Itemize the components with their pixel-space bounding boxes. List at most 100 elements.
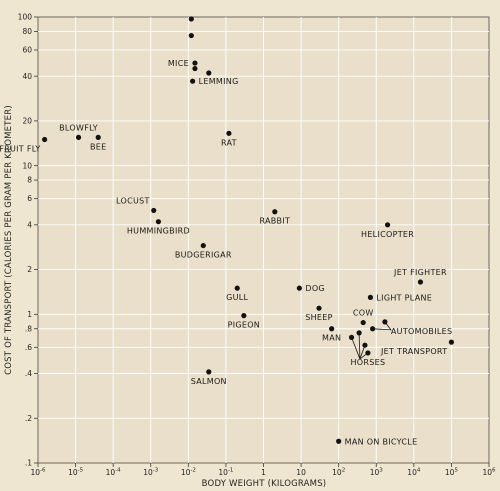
data-point — [365, 350, 371, 356]
data-point — [192, 65, 198, 72]
data-point — [42, 136, 48, 143]
data-point — [206, 70, 212, 76]
x-tick-label: 10-4 — [106, 468, 122, 478]
x-tick-base: 10 — [30, 468, 40, 477]
y-tick-label: 40 — [22, 72, 32, 81]
point-label: COW — [353, 309, 374, 318]
point-label: LEMMING — [199, 77, 239, 86]
x-tick-exponent: 6 — [492, 468, 496, 474]
point-label: MAN — [322, 334, 341, 343]
x-tick-base: 10 — [181, 468, 191, 477]
x-tick-label: 10-2 — [181, 468, 196, 478]
leader-line — [372, 321, 392, 331]
x-tick-label: 10-1 — [218, 468, 233, 478]
x-tick-label: 10-6 — [30, 468, 46, 478]
y-tick-label: 1 — [27, 310, 32, 319]
data-point — [448, 339, 455, 345]
x-tick-base: 10 — [332, 468, 342, 477]
point-label: GULL — [226, 293, 248, 302]
point-label: RABBIT — [259, 217, 290, 226]
y-tick-label: 10 — [22, 161, 32, 170]
data-point — [75, 134, 82, 140]
x-tick-label: 10 — [296, 468, 306, 477]
x-tick-base: 10 — [218, 468, 228, 477]
point-label: SALMON — [191, 377, 227, 386]
data-point — [384, 222, 391, 228]
data-point — [417, 279, 424, 285]
x-tick-label: 105 — [445, 468, 459, 478]
x-tick-base: 10 — [296, 468, 306, 477]
y-tick-label: .1 — [25, 459, 32, 468]
x-tick-base: 10 — [106, 468, 116, 477]
data-point — [226, 130, 232, 136]
data-points — [42, 16, 455, 444]
x-tick-exponent: -3 — [153, 468, 159, 474]
y-tick-label: .6 — [25, 343, 32, 352]
leader-line — [351, 337, 361, 360]
point-label: JET TRANSPORT — [380, 347, 447, 356]
y-tick-label: .2 — [25, 414, 32, 423]
data-point — [356, 330, 362, 336]
point-label: JET FIGHTER — [393, 268, 447, 277]
x-tick-label: 106 — [482, 468, 496, 478]
x-tick-base: 10 — [407, 468, 417, 477]
x-tick-base: 10 — [68, 468, 78, 477]
y-tick-label: 8 — [27, 176, 32, 185]
point-label: DOG — [305, 284, 325, 293]
data-point — [382, 319, 388, 325]
data-point — [200, 242, 206, 249]
x-tick-exponent: 5 — [454, 468, 458, 474]
y-tick-label: 100 — [18, 13, 33, 22]
data-point — [316, 305, 322, 311]
x-tick-exponent: -4 — [115, 468, 121, 474]
x-tick-label: 103 — [370, 468, 384, 478]
point-labels: FRUIT FLY BLOWFLY BEE LOCUST HUMMINGBIRD MICE… — [0, 59, 452, 446]
x-tick-base: 10 — [370, 468, 380, 477]
data-point — [95, 134, 101, 140]
data-point — [272, 209, 278, 215]
point-label: RAT — [221, 138, 237, 147]
data-point — [370, 326, 376, 332]
y-tick-label: 4 — [27, 220, 32, 229]
data-point — [206, 369, 212, 375]
x-tick-exponent: 4 — [417, 468, 421, 474]
data-point — [188, 32, 194, 39]
x-tick-base: 1 — [261, 468, 266, 477]
y-axis-title: COST OF TRANSPORT (CALORIES PER GRAM PER… — [4, 105, 14, 375]
data-point — [336, 438, 342, 444]
data-point — [367, 294, 374, 300]
data-point — [155, 219, 162, 225]
point-label: MAN ON BICYCLE — [345, 437, 418, 446]
data-point — [362, 342, 368, 348]
data-point — [329, 326, 335, 332]
x-tick-label: 10-5 — [68, 468, 84, 478]
data-point — [190, 78, 196, 84]
y-tick-label: 80 — [22, 27, 32, 36]
point-label: FRUIT FLY — [0, 144, 41, 153]
leader-line — [358, 332, 361, 359]
point-label: BUDGERIGAR — [175, 251, 232, 260]
x-tick-label: 104 — [407, 468, 421, 478]
data-point — [348, 334, 355, 340]
data-point — [241, 313, 247, 319]
x-tick-exponent: 3 — [379, 468, 383, 474]
x-tick-label: 10-3 — [143, 468, 159, 478]
y-tick-label: 6 — [27, 194, 32, 203]
x-tick-exponent: 2 — [342, 468, 346, 474]
point-label: HORSES — [350, 358, 385, 367]
data-point — [192, 60, 198, 66]
point-label: HELICOPTER — [361, 230, 414, 239]
point-label: SHEEP — [305, 313, 333, 322]
point-label: LOCUST — [116, 196, 150, 205]
x-tick-exponent: -6 — [40, 468, 46, 474]
x-tick-base: 10 — [482, 468, 492, 477]
x-tick-base: 10 — [143, 468, 153, 477]
x-tick-base: 10 — [445, 468, 455, 477]
x-tick-label: 1 — [261, 468, 266, 477]
data-point — [151, 207, 157, 214]
x-tick-exponent: -5 — [78, 468, 84, 474]
point-label: AUTOMOBILES — [391, 327, 452, 336]
y-tick-label: 20 — [22, 117, 32, 126]
gridlines — [38, 17, 489, 463]
data-point — [296, 285, 302, 291]
